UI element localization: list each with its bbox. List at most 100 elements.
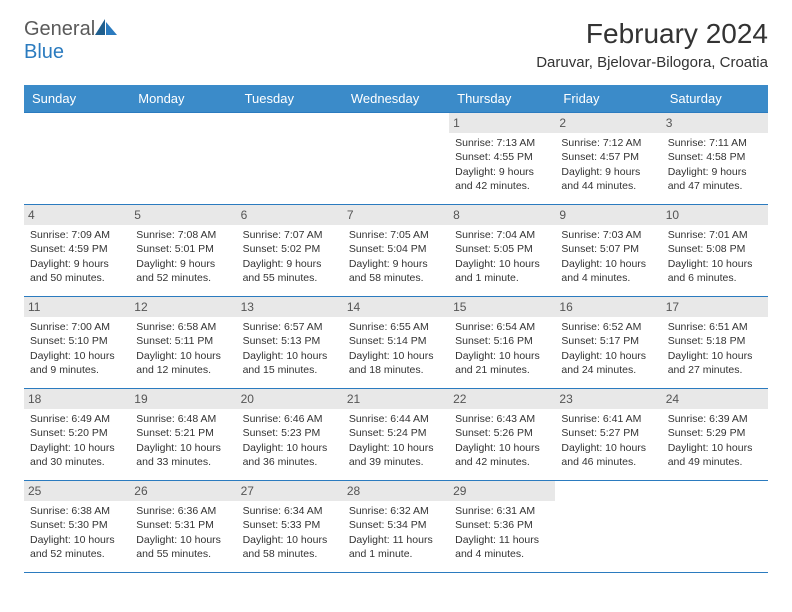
daylight-text: Daylight: 9 hours and 52 minutes.	[136, 257, 230, 285]
sunrise-text: Sunrise: 6:32 AM	[349, 504, 443, 518]
daylight-text: Daylight: 10 hours and 27 minutes.	[668, 349, 762, 377]
day-number: 16	[555, 297, 661, 317]
calendar-week-row: 11Sunrise: 7:00 AMSunset: 5:10 PMDayligh…	[24, 297, 768, 389]
sunset-text: Sunset: 5:10 PM	[30, 334, 124, 348]
calendar-day-cell	[555, 481, 661, 573]
day-info: Sunrise: 6:57 AMSunset: 5:13 PMDaylight:…	[243, 320, 337, 377]
calendar-day-cell: 19 Sunrise: 6:48 AMSunset: 5:21 PMDayligh…	[130, 389, 236, 481]
calendar-day-cell: 29Sunrise: 6:31 AMSunset: 5:36 PMDayligh…	[449, 481, 555, 573]
sunset-text: Sunset: 5:07 PM	[561, 242, 655, 256]
calendar-day-cell: 28 Sunrise: 6:32 AMSunset: 5:34 PMDayligh…	[343, 481, 449, 573]
day-info: Sunrise: 6:46 AMSunset: 5:23 PMDaylight:…	[243, 412, 337, 469]
sunset-text: Sunset: 5:29 PM	[668, 426, 762, 440]
day-info: Sunrise: 6:48 AMSunset: 5:21 PMDaylight:…	[136, 412, 230, 469]
day-number: 26	[130, 481, 236, 501]
sunset-text: Sunset: 5:01 PM	[136, 242, 230, 256]
sunset-text: Sunset: 5:04 PM	[349, 242, 443, 256]
calendar-week-row: 18Sunrise: 6:49 AMSunset: 5:20 PMDayligh…	[24, 389, 768, 481]
calendar-day-cell: 10Sunrise: 7:01 AMSunset: 5:08 PMDayligh…	[662, 205, 768, 297]
day-info: Sunrise: 6:41 AMSunset: 5:27 PMDaylight:…	[561, 412, 655, 469]
calendar-day-cell: 21Sunrise: 6:44 AMSunset: 5:24 PMDayligh…	[343, 389, 449, 481]
sunrise-text: Sunrise: 7:13 AM	[455, 136, 549, 150]
logo-sail-icon	[95, 19, 117, 35]
sunset-text: Sunset: 5:08 PM	[668, 242, 762, 256]
daylight-text: Daylight: 9 hours and 55 minutes.	[243, 257, 337, 285]
day-info: Sunrise: 7:04 AMSunset: 5:05 PMDaylight:…	[455, 228, 549, 285]
day-info: Sunrise: 6:32 AMSunset: 5:34 PMDaylight:…	[349, 504, 443, 561]
calendar-day-cell: 8Sunrise: 7:04 AMSunset: 5:05 PMDaylight…	[449, 205, 555, 297]
day-info: Sunrise: 6:54 AMSunset: 5:16 PMDaylight:…	[455, 320, 549, 377]
day-info: Sunrise: 6:44 AMSunset: 5:24 PMDaylight:…	[349, 412, 443, 469]
calendar-day-cell: 4Sunrise: 7:09 AMSunset: 4:59 PMDaylight…	[24, 205, 130, 297]
sunrise-text: Sunrise: 6:41 AM	[561, 412, 655, 426]
sunrise-text: Sunrise: 6:49 AM	[30, 412, 124, 426]
day-info: Sunrise: 6:31 AMSunset: 5:36 PMDaylight:…	[455, 504, 549, 561]
calendar-day-cell: 16Sunrise: 6:52 AMSunset: 5:17 PMDayligh…	[555, 297, 661, 389]
day-info: Sunrise: 6:43 AMSunset: 5:26 PMDaylight:…	[455, 412, 549, 469]
day-number	[24, 113, 130, 117]
daylight-text: Daylight: 10 hours and 4 minutes.	[561, 257, 655, 285]
title-block: February 2024 Daruvar, Bjelovar-Bilogora…	[536, 18, 768, 71]
sunrise-text: Sunrise: 6:44 AM	[349, 412, 443, 426]
sunset-text: Sunset: 5:24 PM	[349, 426, 443, 440]
day-info: Sunrise: 6:39 AMSunset: 5:29 PMDaylight:…	[668, 412, 762, 469]
day-number: 1	[449, 113, 555, 133]
day-info: Sunrise: 6:38 AMSunset: 5:30 PMDaylight:…	[30, 504, 124, 561]
sunrise-text: Sunrise: 6:52 AM	[561, 320, 655, 334]
calendar-day-cell: 11Sunrise: 7:00 AMSunset: 5:10 PMDayligh…	[24, 297, 130, 389]
sunset-text: Sunset: 5:05 PM	[455, 242, 549, 256]
sunrise-text: Sunrise: 6:31 AM	[455, 504, 549, 518]
sunset-text: Sunset: 5:34 PM	[349, 518, 443, 532]
daylight-text: Daylight: 9 hours and 58 minutes.	[349, 257, 443, 285]
sunrise-text: Sunrise: 7:12 AM	[561, 136, 655, 150]
sunrise-text: Sunrise: 6:39 AM	[668, 412, 762, 426]
logo: General Blue	[24, 18, 117, 64]
daylight-text: Daylight: 10 hours and 1 minute.	[455, 257, 549, 285]
sunset-text: Sunset: 5:26 PM	[455, 426, 549, 440]
sunset-text: Sunset: 5:36 PM	[455, 518, 549, 532]
day-info: Sunrise: 7:13 AMSunset: 4:55 PMDaylight:…	[455, 136, 549, 193]
sunrise-text: Sunrise: 6:58 AM	[136, 320, 230, 334]
weekday-header: Thursday	[449, 85, 555, 113]
sunset-text: Sunset: 5:21 PM	[136, 426, 230, 440]
calendar-day-cell: 27Sunrise: 6:34 AMSunset: 5:33 PMDayligh…	[237, 481, 343, 573]
sunrise-text: Sunrise: 6:34 AM	[243, 504, 337, 518]
calendar-day-cell: 15 Sunrise: 6:54 AMSunset: 5:16 PMDayligh…	[449, 297, 555, 389]
day-number: 25	[24, 481, 130, 501]
day-number: 13	[237, 297, 343, 317]
calendar-day-cell: 12Sunrise: 6:58 AMSunset: 5:11 PMDayligh…	[130, 297, 236, 389]
calendar-day-cell: 3Sunrise: 7:11 AMSunset: 4:58 PMDaylight…	[662, 113, 768, 205]
day-info: Sunrise: 7:07 AMSunset: 5:02 PMDaylight:…	[243, 228, 337, 285]
sunrise-text: Sunrise: 7:07 AM	[243, 228, 337, 242]
calendar-day-cell: 18Sunrise: 6:49 AMSunset: 5:20 PMDayligh…	[24, 389, 130, 481]
sunrise-text: Sunrise: 7:11 AM	[668, 136, 762, 150]
sunrise-text: Sunrise: 7:05 AM	[349, 228, 443, 242]
day-number: 11	[24, 297, 130, 317]
day-number	[130, 113, 236, 117]
calendar-day-cell: 2Sunrise: 7:12 AMSunset: 4:57 PMDaylight…	[555, 113, 661, 205]
day-number: 19	[130, 389, 236, 409]
day-number: 15	[449, 297, 555, 317]
day-info: Sunrise: 6:49 AMSunset: 5:20 PMDaylight:…	[30, 412, 124, 469]
sunset-text: Sunset: 5:23 PM	[243, 426, 337, 440]
weekday-header: Friday	[555, 85, 661, 113]
month-title: February 2024	[536, 18, 768, 50]
calendar-header-row: Sunday Monday Tuesday Wednesday Thursday…	[24, 85, 768, 113]
daylight-text: Daylight: 10 hours and 15 minutes.	[243, 349, 337, 377]
sunset-text: Sunset: 5:13 PM	[243, 334, 337, 348]
weekday-header: Monday	[130, 85, 236, 113]
daylight-text: Daylight: 10 hours and 9 minutes.	[30, 349, 124, 377]
day-info: Sunrise: 7:05 AMSunset: 5:04 PMDaylight:…	[349, 228, 443, 285]
day-info: Sunrise: 6:58 AMSunset: 5:11 PMDaylight:…	[136, 320, 230, 377]
day-number: 28	[343, 481, 449, 501]
daylight-text: Daylight: 11 hours and 1 minute.	[349, 533, 443, 561]
day-info: Sunrise: 7:12 AMSunset: 4:57 PMDaylight:…	[561, 136, 655, 193]
sunrise-text: Sunrise: 6:43 AM	[455, 412, 549, 426]
calendar-day-cell	[24, 113, 130, 205]
day-number: 22	[449, 389, 555, 409]
weekday-header: Sunday	[24, 85, 130, 113]
calendar-day-cell: 13 Sunrise: 6:57 AMSunset: 5:13 PMDayligh…	[237, 297, 343, 389]
day-number: 7	[343, 205, 449, 225]
day-number: 14	[343, 297, 449, 317]
daylight-text: Daylight: 10 hours and 49 minutes.	[668, 441, 762, 469]
